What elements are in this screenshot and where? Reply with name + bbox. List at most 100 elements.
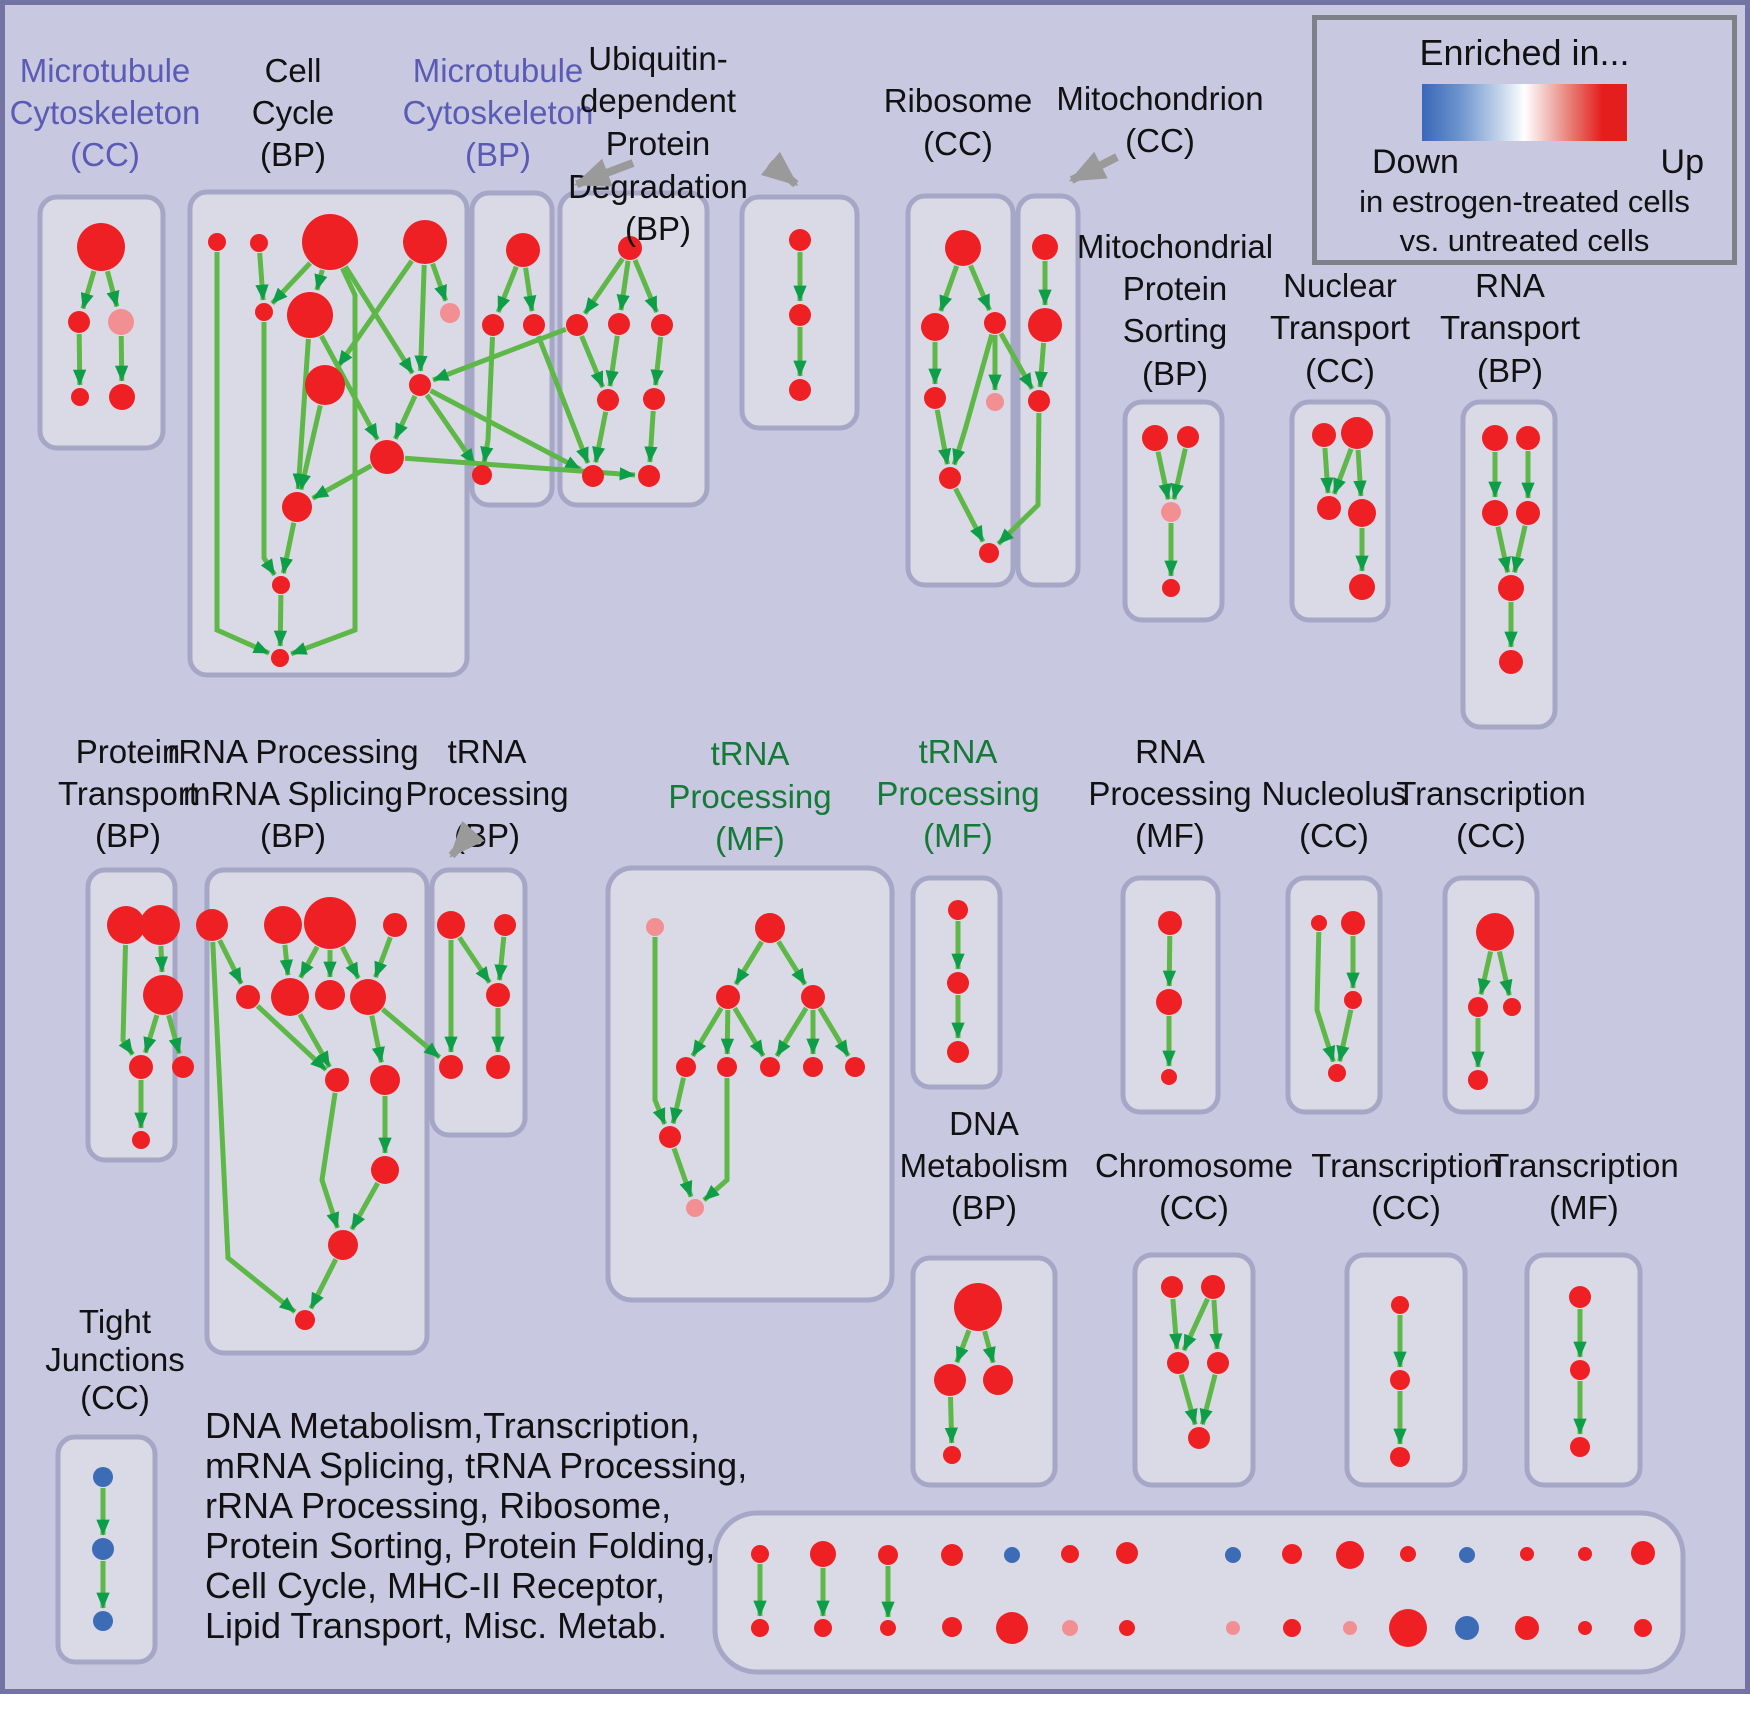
edge-rrna-processing-mrna-splicing-bp [279, 944, 294, 976]
node-cell-cycle-bp-6 [440, 303, 460, 323]
edge-cell-cycle-bp [336, 259, 414, 368]
node-trna-processing-mf-2-2 [947, 1041, 969, 1063]
node-ubiquitin-degradation-bp-a-4 [597, 389, 619, 411]
node-trna-processing-mf-1-4 [676, 1057, 696, 1077]
edge-mt-cyto-cc [80, 270, 97, 310]
label-mitochondrial-protein-sorting-bp-line3: (BP) [1142, 355, 1208, 392]
edge-trna-processing-mf-1 [652, 937, 668, 1125]
label-ubiquitin-degradation-bp-a-line1: dependent [580, 82, 736, 119]
node-mixed-bottom-strip-25 [1515, 1616, 1539, 1640]
node-cell-cycle-bp-12 [271, 649, 289, 667]
node-mitochondrial-protein-sorting-bp-3 [1162, 579, 1180, 597]
label-protein-transport-bp-line2: (BP) [95, 817, 161, 854]
label-trna-processing-bp-line0: tRNA [448, 733, 527, 770]
edge-ubiquitin-degradation-bp-a [644, 410, 658, 463]
label-tight-junctions-cc-line0: Tight [79, 1303, 151, 1340]
node-cell-cycle-bp-3 [403, 220, 447, 264]
edge-dna-metabolism-bp [944, 1396, 958, 1444]
cluster-box-mt-cyto-cc [37, 194, 166, 451]
edge-transcription-cc-row2 [1477, 950, 1494, 995]
node-mixed-bottom-strip-6 [941, 1544, 963, 1566]
edge-ribosome-cc [934, 409, 952, 465]
edge-mitochondrial-protein-sorting-bp [1170, 448, 1188, 500]
node-transcription-mf-2 [1570, 1437, 1590, 1457]
edge-cell-cycle-bp [270, 261, 312, 306]
node-mixed-bottom-strip-13 [1119, 1620, 1135, 1636]
edge-ubiquitin-degradation-bp-a [582, 257, 625, 315]
label-mitochondrial-protein-sorting-bp-line1: Protein [1123, 270, 1228, 307]
label-trna-processing-mf-2-line1: Processing [876, 775, 1039, 812]
node-transcription-cc-row2-1 [1468, 997, 1488, 1017]
node-rna-transport-bp-3 [1516, 501, 1540, 525]
edge-protein-transport-bp [143, 1014, 160, 1054]
edge-cell-cycle-bp [319, 334, 380, 441]
edge-cell-cycle-bp [311, 463, 373, 501]
label-nuclear-transport-cc-line1: Transport [1270, 309, 1410, 346]
edge-trna-processing-mf-1 [690, 1006, 724, 1058]
node-rrna-processing-mrna-splicing-bp-3 [383, 913, 407, 937]
edge-rna-transport-bp [1495, 526, 1512, 574]
edge-ubiquitin-degradation-bp-a [650, 336, 664, 386]
label-rna-processing-mf-line2: (MF) [1135, 817, 1205, 854]
node-mt-cyto-bp-2 [523, 314, 545, 336]
label-protein-transport-bp-line1: Transport [58, 775, 198, 812]
label-trna-processing-mf-1-line2: (MF) [715, 820, 785, 857]
misc-term-line: Protein Sorting, Protein Folding, [205, 1525, 716, 1566]
edge-chromosome-cc [1178, 1373, 1198, 1426]
edge-cell-cycle-bp [292, 338, 311, 490]
label-mt-cyto-bp-line1: Cytoskeleton [403, 94, 594, 131]
node-rna-processing-mf-0 [1158, 911, 1182, 935]
node-cell-cycle-bp-4 [255, 303, 273, 321]
edge-cell-cycle-bp [314, 269, 328, 291]
edge-nuclear-transport-cc [1353, 449, 1367, 497]
node-ubiquitin-degradation-bp-b-2 [789, 379, 811, 401]
label-rna-processing-mf-line1: Processing [1088, 775, 1251, 812]
cluster-box-transcription-cc-row2 [1442, 875, 1540, 1115]
node-mitochondrion-cc-1 [1028, 308, 1062, 342]
cluster-box-nucleolus-cc [1285, 875, 1383, 1115]
edge-nuclear-transport-cc [1320, 447, 1334, 494]
label-dna-metabolism-bp-line2: (BP) [951, 1189, 1017, 1226]
edge-mt-cyto-bp [495, 265, 519, 313]
edge-cell-cycle-bp [255, 252, 269, 301]
gray-annotation-arrow-3 [448, 820, 485, 859]
node-mt-cyto-cc-3 [71, 388, 89, 406]
label-trna-processing-bp-line1: Processing [405, 775, 568, 812]
node-rrna-processing-mrna-splicing-bp-12 [295, 1310, 315, 1330]
label-mt-cyto-cc-line2: (CC) [70, 136, 140, 173]
node-cell-cycle-bp-5 [287, 292, 333, 338]
label-ubiquitin-degradation-bp-a-line0: Ubiquitin- [588, 40, 727, 77]
edge-cell-cycle-bp [343, 265, 415, 375]
label-nuclear-transport-cc-line2: (CC) [1305, 352, 1375, 389]
node-rna-transport-bp-5 [1499, 650, 1523, 674]
edge-rrna-processing-mrna-splicing-bp [373, 936, 393, 979]
edge-chromosome-cc [1199, 1373, 1218, 1426]
edge-trna-processing-mf-1 [732, 1006, 766, 1058]
node-ribosome-cc-1 [921, 313, 949, 341]
edge-cell-cycle-bp [430, 262, 449, 302]
node-cell-cycle-bp-1 [250, 234, 268, 252]
gray-annotation-arrow-0 [573, 158, 635, 188]
label-mitochondrion-cc-line1: (CC) [1125, 122, 1195, 159]
label-mt-cyto-cc-line1: Cytoskeleton [10, 94, 201, 131]
edge-rrna-processing-mrna-splicing-bp [217, 939, 244, 985]
cluster-box-transcription-cc-row3 [1344, 1252, 1468, 1488]
node-protein-transport-bp-0 [107, 906, 145, 944]
edge-rrna-processing-mrna-splicing-bp [369, 1015, 385, 1064]
node-rrna-processing-mrna-splicing-bp-6 [315, 980, 345, 1010]
node-trna-processing-mf-1-0 [646, 918, 664, 936]
node-mixed-bottom-strip-3 [814, 1619, 832, 1637]
node-cell-cycle-bp-0 [208, 233, 226, 251]
label-mitochondrial-protein-sorting-bp-line2: Sorting [1123, 312, 1228, 349]
node-mixed-bottom-strip-26 [1578, 1547, 1592, 1561]
node-dna-metabolism-bp-3 [943, 1446, 961, 1464]
label-rrna-processing-mrna-splicing-bp-line2: (BP) [260, 817, 326, 854]
cluster-box-trna-processing-mf-1 [605, 865, 895, 1303]
edge-dna-metabolism-bp [954, 1329, 972, 1364]
node-tight-junctions-cc-1 [92, 1538, 114, 1560]
node-trna-processing-mf-1-1 [755, 913, 785, 943]
node-ubiquitin-degradation-bp-a-6 [582, 465, 604, 487]
gray-annotation-arrow-2 [1068, 151, 1119, 184]
node-cell-cycle-bp-10 [282, 492, 312, 522]
